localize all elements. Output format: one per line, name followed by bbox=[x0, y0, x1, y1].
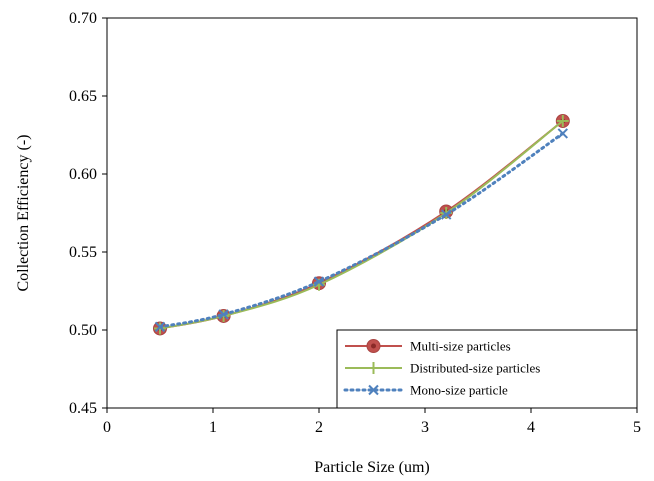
x-axis-title: Particle Size (um) bbox=[314, 459, 430, 476]
legend-marker-center bbox=[371, 343, 376, 349]
series-line bbox=[158, 131, 565, 329]
y-axis: 0.45 0.50 0.55 0.60 0.65 0.70 bbox=[69, 10, 107, 417]
series-1 bbox=[153, 113, 570, 336]
data-point bbox=[313, 276, 325, 287]
data-point bbox=[154, 322, 166, 335]
x-tick-label: 4 bbox=[527, 419, 535, 436]
data-point bbox=[440, 209, 452, 220]
x-tick-label: 5 bbox=[633, 419, 641, 436]
y-tick-label: 0.55 bbox=[69, 244, 97, 261]
series-line bbox=[159, 120, 564, 330]
series-layer bbox=[153, 113, 570, 336]
data-point bbox=[557, 128, 569, 139]
legend-item: Distributed-size particles bbox=[345, 361, 540, 376]
legend-item: Mono-size particle bbox=[343, 383, 508, 398]
series-line bbox=[159, 120, 564, 330]
x-axis: 0 1 2 3 4 5 bbox=[103, 408, 641, 436]
x-tick-label: 2 bbox=[315, 419, 323, 436]
y-tick-label: 0.70 bbox=[69, 10, 97, 27]
legend-item: Multi-size particles bbox=[345, 339, 511, 354]
data-point bbox=[154, 321, 166, 333]
data-point bbox=[218, 309, 229, 320]
series-2 bbox=[154, 114, 569, 335]
legend: Multi-size particles Distributed-size par… bbox=[336, 329, 638, 409]
y-tick-label: 0.60 bbox=[69, 166, 97, 183]
y-tick-label: 0.50 bbox=[69, 322, 97, 339]
series-3 bbox=[154, 128, 569, 333]
legend-marker bbox=[367, 362, 380, 374]
x-tick-label: 0 bbox=[103, 419, 111, 436]
y-tick-label: 0.65 bbox=[69, 88, 97, 105]
x-tick-label: 1 bbox=[209, 419, 217, 436]
legend-label: Distributed-size particles bbox=[410, 361, 540, 376]
y-axis-title: Collection Efficiency (-) bbox=[15, 135, 32, 292]
legend-marker bbox=[368, 384, 379, 396]
y-tick-label: 0.45 bbox=[69, 400, 97, 417]
data-point bbox=[556, 114, 569, 127]
legend-label: Multi-size particles bbox=[410, 339, 511, 354]
x-tick-label: 3 bbox=[421, 419, 429, 436]
legend-label: Mono-size particle bbox=[410, 383, 508, 398]
